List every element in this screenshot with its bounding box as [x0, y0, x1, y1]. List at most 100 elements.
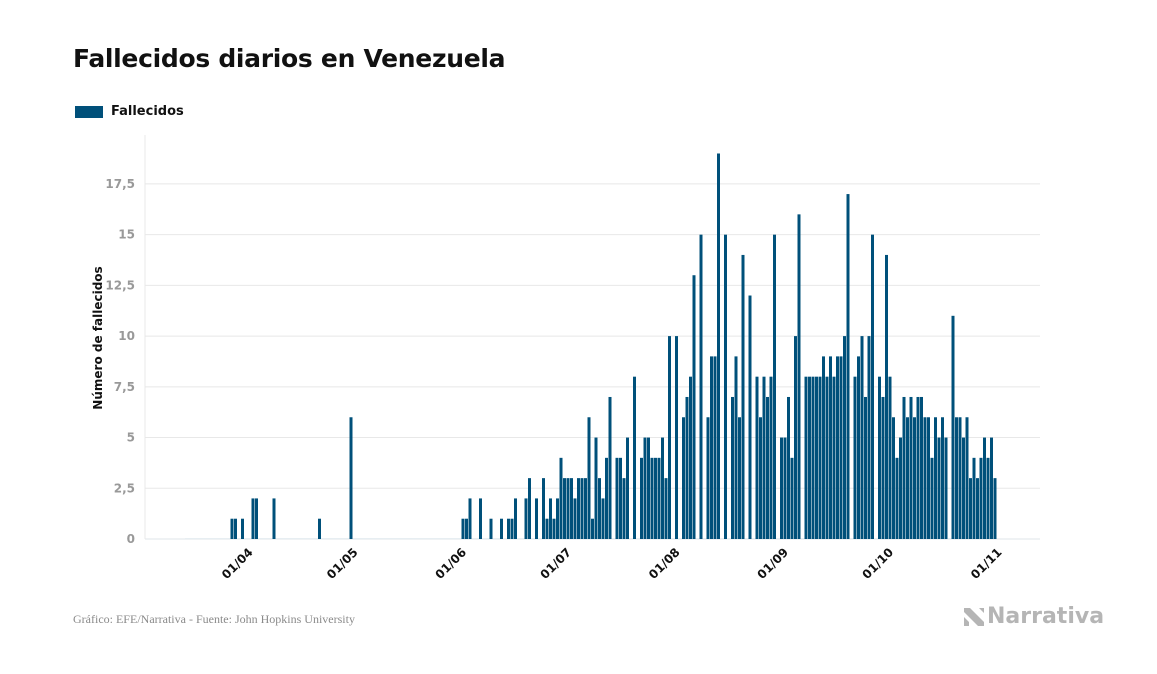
x-tick-labels: 01/04 01/05 01/06 01/07 01/08 01/09 01/10 01/11 [219, 545, 1005, 582]
bar [461, 518, 465, 539]
x-tick-label: 01/10 [860, 545, 897, 582]
bar [584, 478, 587, 539]
bar [629, 538, 633, 539]
narrativa-logo-text: Narrativa [987, 604, 1105, 629]
y-tick-label: 17,5 [105, 177, 135, 191]
bar [930, 457, 934, 539]
gridlines [144, 135, 1040, 540]
bar [276, 538, 280, 539]
bar [759, 417, 762, 539]
bar [776, 538, 780, 539]
bar [895, 457, 899, 539]
bar [685, 396, 689, 539]
bar [878, 376, 881, 539]
bar [769, 376, 773, 539]
bar [874, 538, 878, 539]
bar [570, 478, 573, 539]
bar [706, 417, 710, 539]
bar [426, 538, 430, 539]
bar [528, 478, 531, 539]
bar [724, 234, 727, 539]
bar [920, 396, 923, 539]
bar [220, 538, 224, 539]
bar [195, 538, 199, 539]
bar [815, 376, 818, 539]
bar [727, 538, 731, 539]
bar [493, 538, 497, 539]
x-tick-label: 01/04 [219, 545, 256, 582]
bar [405, 538, 409, 539]
bar [608, 396, 612, 539]
bar [489, 518, 493, 539]
bar [622, 478, 626, 539]
bar [752, 538, 756, 539]
bar [682, 417, 685, 539]
bar [486, 538, 490, 539]
bar [398, 538, 402, 539]
bar [808, 376, 811, 539]
bar [626, 437, 629, 539]
bar [538, 538, 542, 539]
bar [906, 417, 909, 539]
x-tick-label: 01/11 [968, 545, 1005, 582]
bar [619, 457, 622, 539]
bar [251, 498, 255, 539]
bar [542, 478, 545, 539]
bar [972, 457, 976, 539]
y-tick-label: 15 [118, 228, 135, 242]
legend: Fallecidos [75, 104, 184, 119]
bar [990, 437, 993, 539]
bar [297, 538, 301, 539]
bar [654, 457, 657, 539]
bar [818, 376, 822, 539]
y-tick-label: 12,5 [105, 278, 135, 292]
bar [944, 437, 948, 539]
bar [524, 498, 528, 539]
bar [409, 538, 413, 539]
bar [675, 336, 678, 539]
bar [710, 356, 713, 539]
bar [958, 417, 962, 539]
bar [713, 356, 717, 539]
bar [594, 437, 598, 539]
bar [468, 498, 472, 539]
bar [661, 437, 664, 539]
bar [283, 538, 287, 539]
bar [636, 538, 640, 539]
bar [507, 518, 510, 539]
bar [979, 457, 983, 539]
bar [976, 478, 979, 539]
y-tick-label: 2,5 [114, 481, 135, 495]
y-tick-label: 5 [127, 431, 135, 445]
bar [419, 538, 423, 539]
bar [587, 417, 591, 539]
bar [286, 538, 290, 539]
bar [717, 153, 720, 540]
bar [255, 498, 258, 539]
bar [241, 518, 244, 539]
bar [213, 538, 217, 539]
bar [923, 417, 927, 539]
bar [269, 538, 273, 539]
bar [657, 457, 661, 539]
bar [797, 214, 801, 540]
bar [356, 538, 360, 539]
bar [188, 538, 192, 539]
bar [969, 478, 972, 539]
bar [342, 538, 346, 539]
bar [535, 498, 538, 539]
bar [822, 356, 825, 539]
bar [965, 417, 969, 539]
bar [633, 376, 636, 539]
bar [948, 538, 952, 539]
bar [853, 376, 857, 539]
bar [395, 538, 399, 539]
bar [664, 478, 668, 539]
bar [755, 376, 759, 539]
bar [962, 437, 965, 539]
bar [703, 538, 707, 539]
bar [598, 478, 601, 539]
bar [916, 396, 920, 539]
x-tick-label: 01/06 [433, 545, 470, 582]
